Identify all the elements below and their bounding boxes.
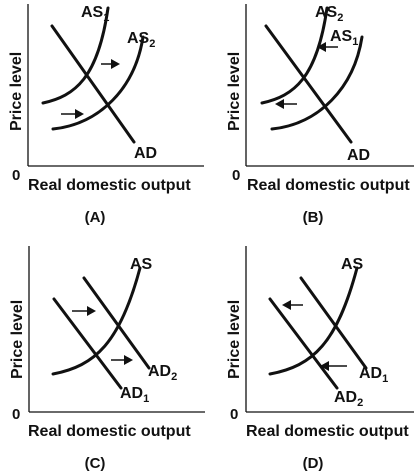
ad1-curve-d <box>299 276 368 370</box>
ad1-curve-c <box>52 297 123 390</box>
panel-d: Price level 0 Real domestic output AS AD… <box>226 246 414 472</box>
y-axis-label-d: Price level <box>226 300 243 379</box>
ad2-label-d: AD2 <box>334 389 363 409</box>
origin-label-b: 0 <box>232 167 240 184</box>
panel-a: Price level 0 Real domestic output AS1 A… <box>8 4 204 226</box>
ad1-label-c: AD1 <box>120 385 149 405</box>
shift-arrow-right-icon <box>101 59 120 69</box>
y-axis-label-a: Price level <box>8 52 25 131</box>
as1-label-b: AS1 <box>330 28 358 48</box>
x-axis-label-c: Real domestic output <box>28 423 191 440</box>
shift-arrow-right-icon <box>111 355 133 365</box>
caption-a: (A) <box>85 209 106 226</box>
panel-c: Price level 0 Real domestic output AS AD… <box>9 246 205 472</box>
as1-curve-b <box>270 35 364 131</box>
as2-label-a: AS2 <box>127 30 155 50</box>
ad-label-b: AD <box>347 147 370 164</box>
ad2-curve-d <box>268 297 339 390</box>
shift-arrow-right-icon <box>72 306 96 316</box>
x-axis-label-b: Real domestic output <box>247 177 410 194</box>
as1-curve-a <box>41 6 110 105</box>
x-axis-label-d: Real domestic output <box>246 423 409 440</box>
y-axis-label-c: Price level <box>9 300 26 379</box>
as1-label-a: AS1 <box>81 4 109 24</box>
y-axis-label-b: Price level <box>226 52 243 131</box>
panel-b: Price level 0 Real domestic output AS2 A… <box>226 4 414 226</box>
x-axis-label-a: Real domestic output <box>28 177 191 194</box>
as-curve-d <box>268 266 359 376</box>
as-curve-c <box>51 266 142 376</box>
ad2-curve-c <box>82 276 151 370</box>
origin-label-a: 0 <box>12 167 20 184</box>
caption-c: (C) <box>85 455 106 472</box>
as2-curve-b <box>260 6 329 105</box>
caption-d: (D) <box>303 455 324 472</box>
as2-curve-a <box>51 35 145 131</box>
origin-label-d: 0 <box>230 406 238 423</box>
shift-arrow-left-icon <box>275 99 297 109</box>
as-label-c: AS <box>130 256 153 273</box>
shift-arrow-left-icon <box>317 42 338 52</box>
origin-label-c: 0 <box>12 406 20 423</box>
ad2-label-c: AD2 <box>148 363 177 383</box>
ad-curve-a <box>50 24 136 144</box>
ad-label-a: AD <box>134 145 157 162</box>
shift-arrow-right-icon <box>61 109 84 119</box>
as2-label-b: AS2 <box>315 4 343 24</box>
shift-arrow-left-icon <box>320 361 347 371</box>
caption-b: (B) <box>303 209 324 226</box>
ad1-label-d: AD1 <box>359 365 388 385</box>
as-label-d: AS <box>341 256 364 273</box>
ad-curve-b <box>264 24 353 144</box>
shift-arrow-left-icon <box>282 300 303 310</box>
